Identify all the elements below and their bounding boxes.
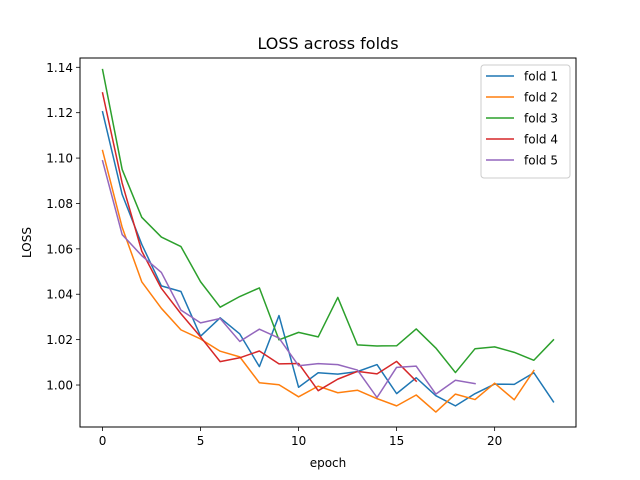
y-tick-label: 1.06 (46, 242, 73, 256)
legend-label: fold 1 (524, 70, 558, 84)
legend-label: fold 3 (524, 112, 558, 126)
legend-label: fold 4 (524, 133, 558, 147)
y-axis-ticks: 1.00 1.02 1.04 1.06 1.08 1.10 1.12 1.14 (46, 61, 80, 393)
legend: fold 1 fold 2 fold 3 fold 4 fold 5 (480, 64, 571, 179)
x-tick-label: 15 (389, 434, 404, 448)
x-axis-label: epoch (310, 456, 347, 470)
x-tick-label: 0 (99, 434, 107, 448)
y-tick-label: 1.04 (46, 288, 73, 302)
y-tick-label: 1.00 (46, 379, 73, 393)
legend-box (480, 64, 571, 179)
series-lines (101, 68, 555, 413)
legend-label: fold 5 (524, 154, 558, 168)
y-tick-label: 1.02 (46, 333, 73, 347)
series-line-fold-3 (101, 68, 555, 374)
x-axis-ticks: 0 5 10 15 20 (99, 427, 502, 448)
x-tick-label: 20 (487, 434, 502, 448)
y-tick-label: 1.12 (46, 106, 73, 120)
plot-frame (79, 57, 577, 428)
x-tick-label: 10 (291, 434, 306, 448)
series-line-fold-4 (101, 92, 418, 392)
series-line-fold-1 (101, 110, 555, 407)
y-tick-label: 1.14 (46, 61, 73, 75)
legend-label: fold 2 (524, 91, 558, 105)
y-axis-label: LOSS (20, 227, 34, 258)
y-tick-label: 1.10 (46, 152, 73, 166)
series-line-fold-2 (101, 149, 535, 413)
y-tick-label: 1.08 (46, 197, 73, 211)
series-line-fold-5 (101, 159, 476, 399)
chart-title: LOSS across folds (257, 34, 398, 53)
x-tick-label: 5 (197, 434, 205, 448)
